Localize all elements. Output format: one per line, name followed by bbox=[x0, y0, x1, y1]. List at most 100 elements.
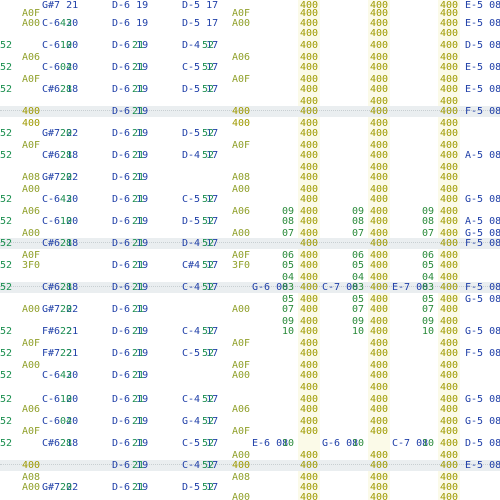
param-cell[interactable]: 05 bbox=[422, 294, 435, 305]
pattern-row[interactable]: 52 F#7 21 22 D-6 19 21 C-5 17 52 400 400 400 F-5 0… bbox=[0, 348, 500, 359]
fx-400-cell[interactable]: 400 bbox=[440, 260, 459, 271]
fx-400-cell[interactable]: 400 bbox=[300, 460, 319, 471]
fx-400-cell[interactable]: 400 bbox=[232, 118, 251, 129]
volume-cell[interactable]: 52 bbox=[0, 326, 13, 337]
note-cell[interactable]: D-6 19 bbox=[112, 370, 149, 381]
param-cell[interactable]: 07 bbox=[422, 228, 435, 239]
note-cell[interactable]: A-5 08 bbox=[465, 216, 500, 227]
fx-400-cell[interactable]: 400 bbox=[440, 0, 459, 11]
effect-cell[interactable]: A06 bbox=[22, 404, 41, 415]
fx-400-cell[interactable]: 400 bbox=[440, 394, 459, 405]
fx-400-cell[interactable]: 400 bbox=[370, 184, 389, 195]
note-cell[interactable]: D-6 19 bbox=[112, 194, 149, 205]
volume-cell[interactable]: 21 bbox=[132, 128, 145, 139]
fx-400-cell[interactable]: 400 bbox=[300, 194, 319, 205]
note-cell[interactable]: C#6 18 bbox=[42, 150, 79, 161]
note-cell[interactable]: C#6 18 bbox=[42, 238, 79, 249]
fx-400-cell[interactable]: 400 bbox=[370, 348, 389, 359]
volume-cell[interactable]: 52 bbox=[0, 40, 13, 51]
fx-400-cell[interactable]: 400 bbox=[440, 370, 459, 381]
fx-400-cell[interactable]: 400 bbox=[300, 326, 319, 337]
effect-cell[interactable]: A00 bbox=[232, 18, 251, 29]
fx-400-cell[interactable]: 400 bbox=[440, 194, 459, 205]
fx-400-cell[interactable]: 400 bbox=[370, 118, 389, 129]
fx-400-cell[interactable]: 400 bbox=[300, 382, 319, 393]
pattern-row[interactable]: G#7 21 D-6 19 D-5 17 400 400 400 E-5 08 bbox=[0, 0, 500, 11]
pattern-row[interactable]: 400 400 400 bbox=[0, 28, 500, 39]
fx-400-cell[interactable]: 400 bbox=[370, 150, 389, 161]
pattern-row[interactable]: 52 C-6 20 10 D-6 19 21 C-4 17 52 400 400 400 G-5 0… bbox=[0, 394, 500, 405]
volume-cell[interactable]: 21 bbox=[132, 304, 145, 315]
note-cell[interactable]: D-6 19 bbox=[112, 62, 149, 73]
effect-cell[interactable]: A00 bbox=[22, 228, 41, 239]
note-cell[interactable]: D-5 08 bbox=[465, 40, 500, 51]
fx-400-cell[interactable]: 400 bbox=[440, 118, 459, 129]
volume-cell[interactable]: 20 bbox=[60, 482, 73, 493]
note-cell[interactable]: D-6 19 bbox=[112, 150, 149, 161]
param-cell[interactable]: 07 bbox=[352, 228, 365, 239]
volume-cell[interactable]: 52 bbox=[0, 194, 13, 205]
pattern-row[interactable]: A06 A06 400 400 400 bbox=[0, 52, 500, 63]
volume-cell[interactable]: 52 bbox=[202, 40, 215, 51]
fx-400-cell[interactable]: 400 bbox=[440, 338, 459, 349]
note-cell[interactable]: E-5 08 bbox=[465, 84, 500, 95]
volume-cell[interactable]: 21 bbox=[132, 394, 145, 405]
note-cell[interactable]: D-6 19 bbox=[112, 394, 149, 405]
note-cell[interactable]: E-5 08 bbox=[465, 18, 500, 29]
effect-cell[interactable]: A0F bbox=[232, 74, 251, 85]
note-cell[interactable]: D-6 19 bbox=[112, 460, 149, 471]
param-cell[interactable]: 03 bbox=[422, 282, 435, 293]
note-cell[interactable]: G#7 22 bbox=[42, 304, 79, 315]
volume-cell[interactable]: 52 bbox=[0, 128, 13, 139]
note-cell[interactable]: D-6 19 bbox=[112, 84, 149, 95]
pattern-row[interactable]: A08 A08 400 400 400 bbox=[0, 472, 500, 483]
pattern-row[interactable]: 400 D-6 19 21 C-4 17 52 400 400 400 400 E-5 08 bbox=[0, 460, 500, 471]
pattern-row[interactable]: 52 C-6 20 04 D-6 19 21 G-4 17 52 400 400 400 G-5 0… bbox=[0, 416, 500, 427]
effect-cell[interactable]: A0F bbox=[232, 360, 251, 371]
note-cell[interactable]: C-6 20 bbox=[42, 18, 79, 29]
note-cell[interactable]: D-5 17 bbox=[182, 84, 219, 95]
fx-400-cell[interactable]: 400 bbox=[300, 0, 319, 11]
fx-400-cell[interactable]: 400 bbox=[370, 84, 389, 95]
effect-cell[interactable]: 3F0 bbox=[22, 260, 41, 271]
param-cell[interactable]: 03 bbox=[282, 282, 295, 293]
fx-400-cell[interactable]: 400 bbox=[300, 150, 319, 161]
pattern-row[interactable]: A06 A06 400 400 400 bbox=[0, 404, 500, 415]
effect-cell[interactable]: 3F0 bbox=[232, 260, 251, 271]
fx-400-cell[interactable]: 400 bbox=[370, 450, 389, 461]
param-cell[interactable]: 10 bbox=[282, 326, 295, 337]
volume-cell[interactable]: 43 bbox=[60, 370, 73, 381]
note-cell[interactable]: D-6 19 bbox=[112, 106, 149, 117]
fx-400-cell[interactable]: 400 bbox=[370, 426, 389, 437]
param-cell[interactable]: 08 bbox=[352, 216, 365, 227]
pattern-row[interactable]: 52 C-6 20 10 D-6 19 21 D-5 17 52 08 400 08 400 08 40… bbox=[0, 216, 500, 227]
fx-400-cell[interactable]: 400 bbox=[440, 106, 459, 117]
fx-400-cell[interactable]: 400 bbox=[300, 472, 319, 483]
fx-400-cell[interactable]: 400 bbox=[300, 394, 319, 405]
volume-cell[interactable]: 52 bbox=[202, 128, 215, 139]
fx-400-cell[interactable]: 400 bbox=[300, 260, 319, 271]
fx-400-cell[interactable]: 400 bbox=[370, 272, 389, 283]
fx-400-cell[interactable]: 400 bbox=[370, 394, 389, 405]
fx-400-cell[interactable]: 400 bbox=[300, 52, 319, 63]
param-cell[interactable]: 05 bbox=[282, 260, 295, 271]
volume-cell[interactable]: 52 bbox=[0, 260, 13, 271]
note-cell[interactable]: D-6 19 bbox=[112, 238, 149, 249]
note-cell[interactable]: C-5 17 bbox=[182, 62, 219, 73]
fx-400-cell[interactable]: 400 bbox=[440, 482, 459, 493]
effect-cell[interactable]: A0F bbox=[22, 140, 41, 151]
pattern-row[interactable]: A00 400 400 400 bbox=[0, 492, 500, 500]
effect-cell[interactable]: A06 bbox=[22, 206, 41, 217]
note-cell[interactable]: F-5 08 bbox=[465, 282, 500, 293]
volume-cell[interactable]: 21 bbox=[132, 106, 145, 117]
note-cell[interactable]: C#6 18 bbox=[42, 84, 79, 95]
volume-cell[interactable]: 52 bbox=[0, 438, 13, 449]
volume-cell[interactable]: 21 bbox=[132, 282, 145, 293]
volume-cell[interactable]: 21 bbox=[132, 348, 145, 359]
volume-cell[interactable]: 22 bbox=[60, 348, 73, 359]
note-cell[interactable]: D-4 17 bbox=[182, 40, 219, 51]
fx-400-cell[interactable]: 400 bbox=[370, 162, 389, 173]
volume-cell[interactable]: 21 bbox=[132, 62, 145, 73]
fx-400-cell[interactable]: 400 bbox=[370, 74, 389, 85]
fx-400-cell[interactable]: 400 bbox=[440, 382, 459, 393]
